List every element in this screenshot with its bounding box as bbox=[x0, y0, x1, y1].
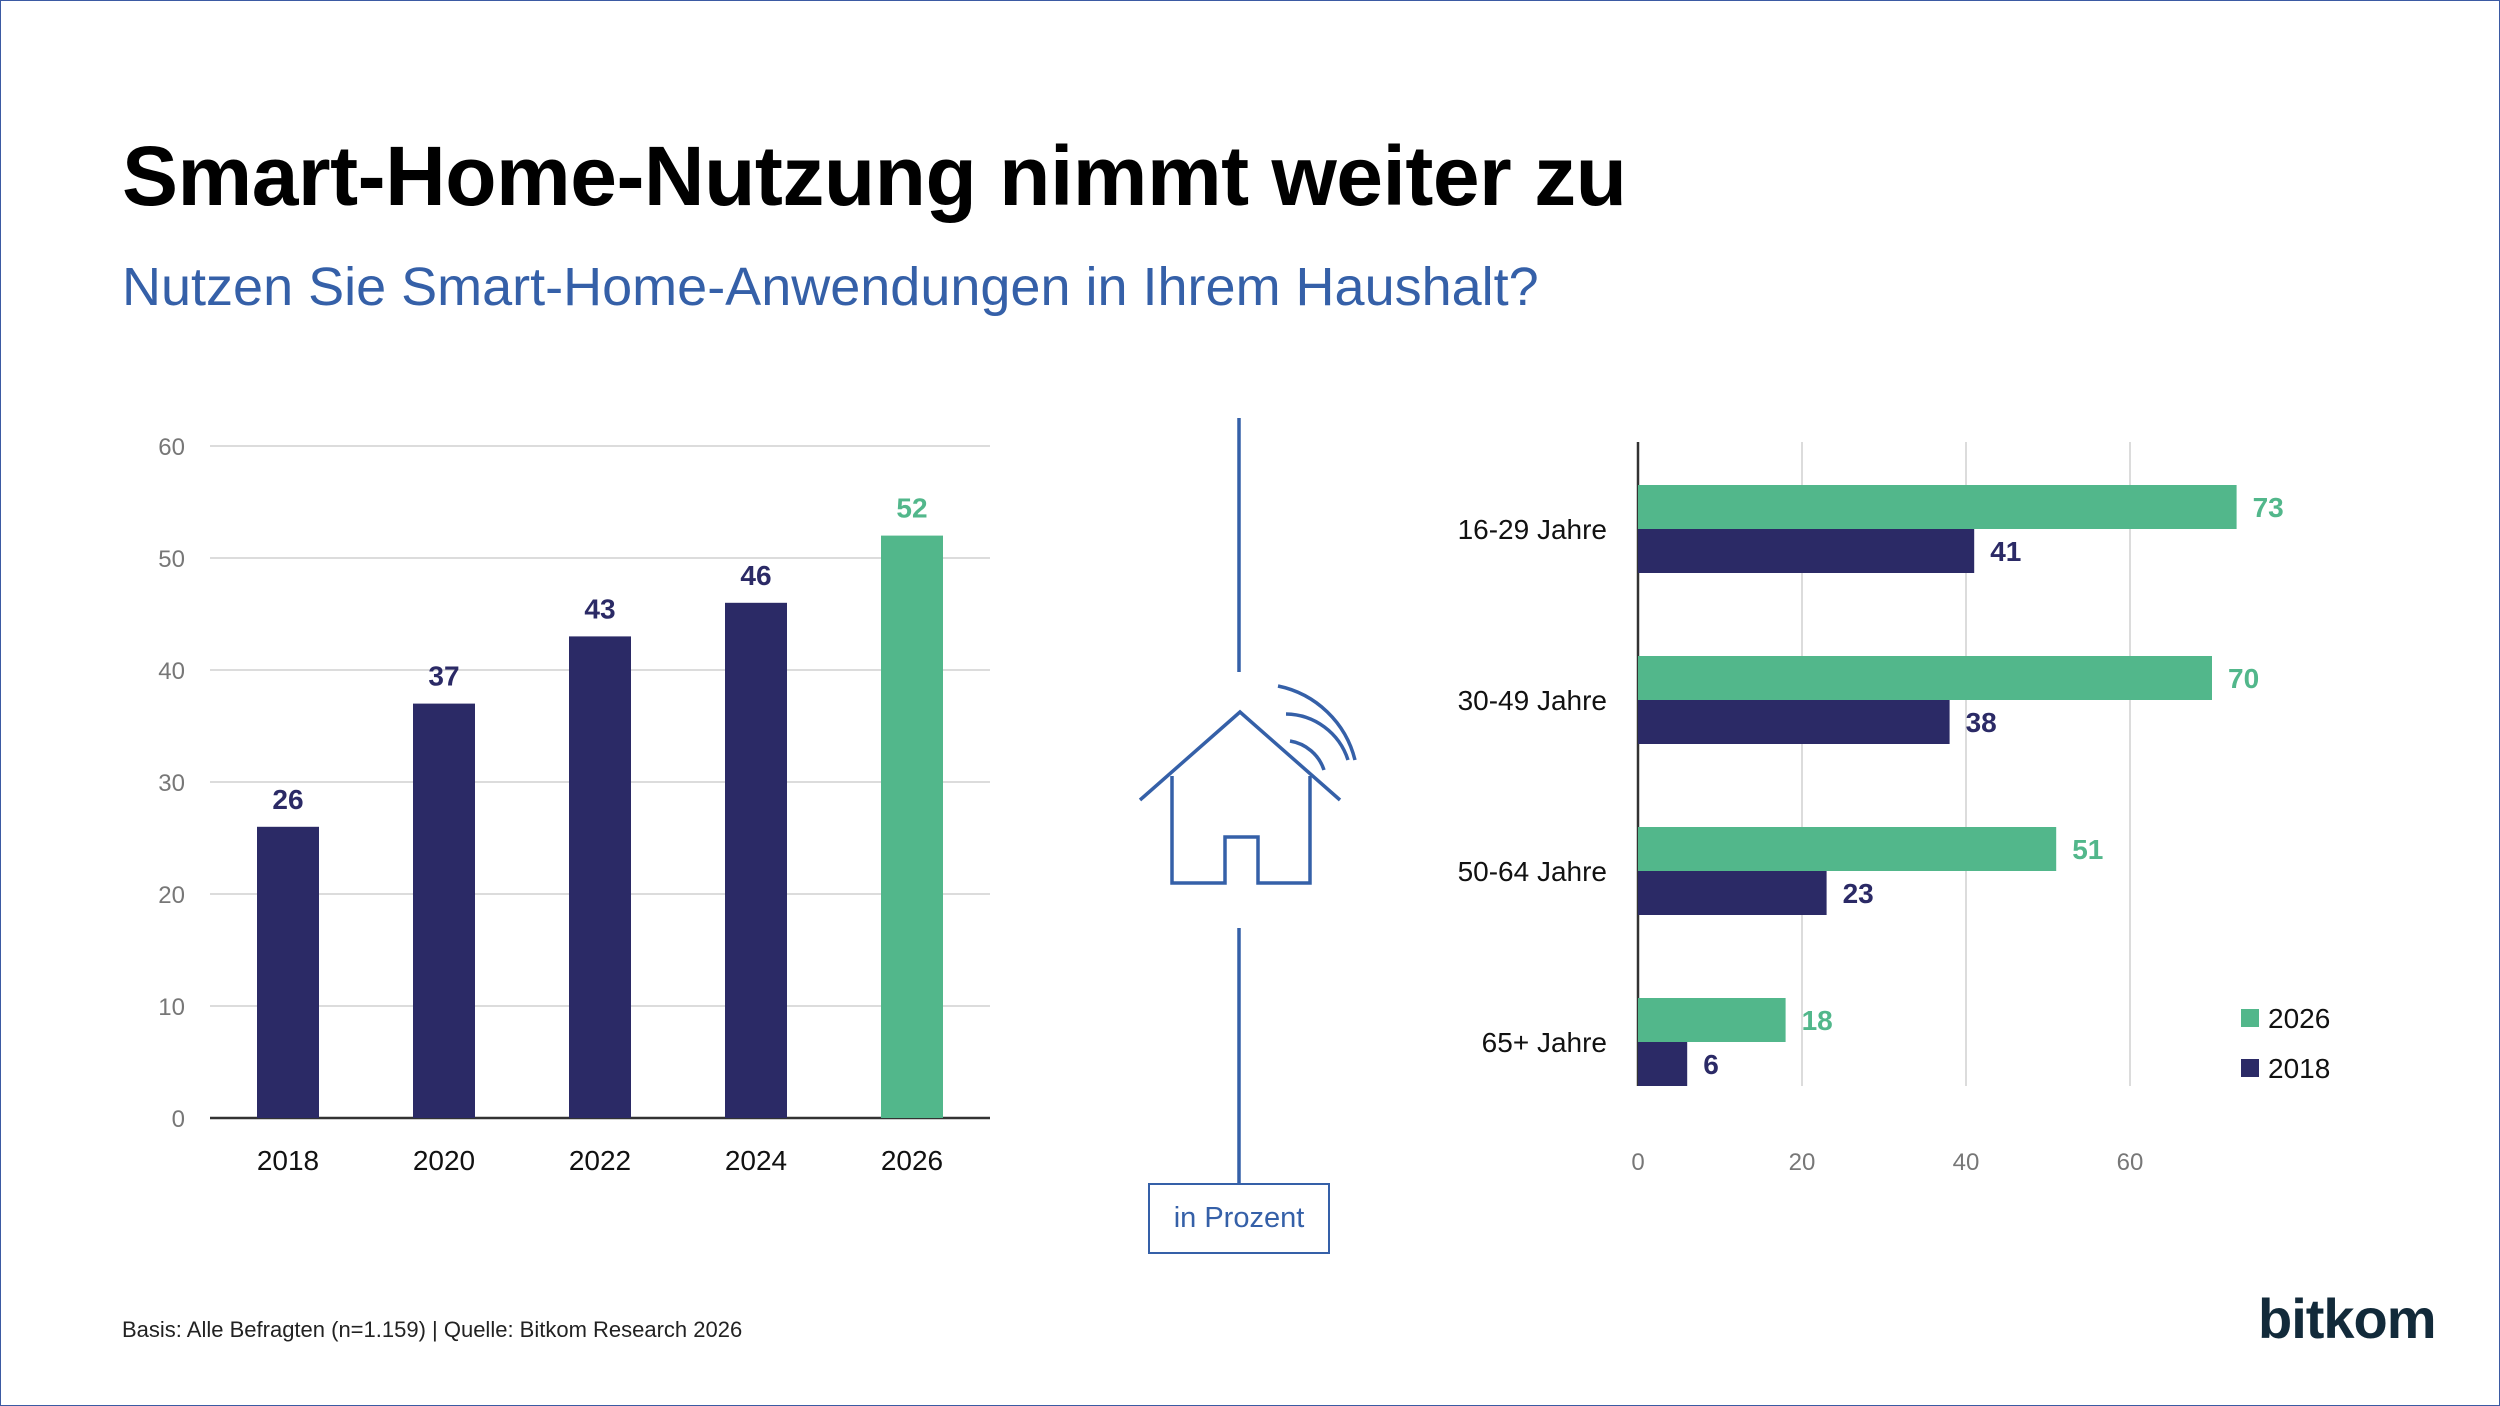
bar bbox=[1638, 871, 1827, 915]
bar bbox=[1638, 1042, 1688, 1086]
y-tick-label: 50 bbox=[158, 546, 185, 573]
y-tick-label: 0 bbox=[172, 1106, 185, 1133]
unit-label: in Prozent bbox=[1173, 1202, 1305, 1234]
center-decoration bbox=[1138, 418, 1357, 1185]
y-tick-label: 20 bbox=[158, 882, 185, 909]
y-category-label: 50-64 Jahre bbox=[1458, 856, 1607, 887]
source-footnote: Basis: Alle Befragten (n=1.159) | Quelle… bbox=[122, 1317, 743, 1342]
bar bbox=[257, 826, 319, 1118]
legend-label: 2026 bbox=[2268, 1003, 2330, 1034]
bar bbox=[569, 636, 631, 1118]
bar-value-label: 23 bbox=[1843, 878, 1874, 909]
bar bbox=[1638, 656, 2212, 700]
x-category-label: 2026 bbox=[881, 1145, 943, 1176]
x-category-label: 2024 bbox=[725, 1145, 787, 1176]
x-tick-label: 60 bbox=[2117, 1149, 2144, 1176]
bar-value-label: 37 bbox=[428, 661, 459, 692]
x-category-label: 2018 bbox=[257, 1145, 319, 1176]
bar bbox=[1638, 700, 1950, 744]
y-tick-label: 40 bbox=[158, 658, 185, 685]
y-tick-label: 30 bbox=[158, 770, 185, 797]
x-tick-label: 0 bbox=[1631, 1149, 1644, 1176]
x-category-label: 2020 bbox=[413, 1145, 475, 1176]
bar bbox=[725, 602, 787, 1118]
y-category-label: 16-29 Jahre bbox=[1458, 514, 1607, 545]
bar-value-label: 46 bbox=[740, 560, 771, 591]
bar bbox=[1638, 529, 1975, 573]
bar bbox=[1638, 827, 2057, 871]
bar-value-label: 41 bbox=[1990, 536, 2021, 567]
x-tick-label: 20 bbox=[1789, 1149, 1816, 1176]
bar bbox=[1638, 998, 1786, 1042]
bar-value-label: 18 bbox=[1802, 1005, 1833, 1036]
year-bar-chart: 0 10 20 30 40 50 60 26 2018 37 2020 43 2022 46 2024 52 2… bbox=[158, 434, 990, 1176]
bar bbox=[881, 535, 943, 1118]
bar bbox=[1638, 485, 2237, 529]
legend-swatch bbox=[2241, 1059, 2259, 1077]
bitkom-logo: bitkom bbox=[2258, 1287, 2437, 1350]
page-title: Smart-Home-Nutzung nimmt weiter zu bbox=[122, 129, 1627, 223]
y-category-label: 30-49 Jahre bbox=[1458, 685, 1607, 716]
bar-value-label: 6 bbox=[1703, 1049, 1719, 1080]
bar-value-label: 52 bbox=[896, 493, 927, 524]
bar bbox=[413, 703, 475, 1118]
y-tick-label: 10 bbox=[158, 994, 185, 1021]
bar-value-label: 43 bbox=[584, 593, 615, 624]
smart-home-icon bbox=[1138, 684, 1357, 885]
y-tick-label: 60 bbox=[158, 434, 185, 461]
x-tick-label: 40 bbox=[1953, 1149, 1980, 1176]
page-subtitle: Nutzen Sie Smart-Home-Anwendungen in Ihr… bbox=[122, 257, 1539, 317]
bar-value-label: 26 bbox=[272, 784, 303, 815]
legend-label: 2018 bbox=[2268, 1053, 2330, 1084]
x-category-label: 2022 bbox=[569, 1145, 631, 1176]
bar-value-label: 51 bbox=[2072, 834, 2103, 865]
unit-label-box: in Prozent bbox=[1148, 1183, 1330, 1254]
y-category-label: 65+ Jahre bbox=[1482, 1027, 1607, 1058]
age-group-bar-chart: 0 20 40 60 16-29 Jahre 73 41 30-49 Jahre 70 38 50-… bbox=[1458, 442, 2330, 1176]
bar-value-label: 73 bbox=[2253, 492, 2284, 523]
bar-value-label: 70 bbox=[2228, 663, 2259, 694]
bar-value-label: 38 bbox=[1966, 707, 1997, 738]
legend-swatch bbox=[2241, 1009, 2259, 1027]
